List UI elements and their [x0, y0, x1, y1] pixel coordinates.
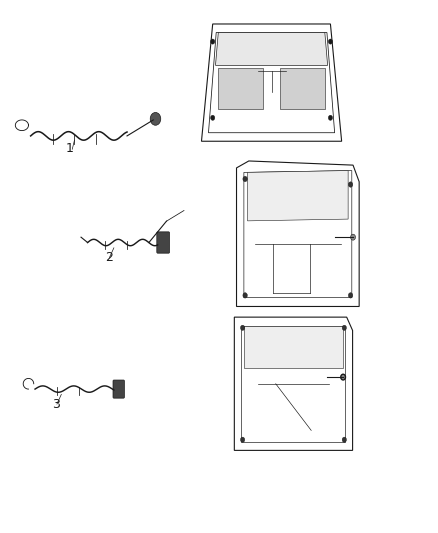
FancyBboxPatch shape	[113, 380, 124, 398]
Polygon shape	[215, 33, 328, 66]
Circle shape	[348, 182, 353, 187]
FancyBboxPatch shape	[157, 232, 170, 253]
Circle shape	[342, 325, 346, 330]
Circle shape	[348, 293, 353, 298]
Circle shape	[350, 234, 356, 240]
Circle shape	[342, 437, 346, 442]
Polygon shape	[247, 171, 348, 221]
Circle shape	[328, 39, 332, 44]
Circle shape	[240, 437, 245, 442]
Circle shape	[211, 115, 215, 120]
Bar	[244, 326, 343, 368]
Text: 3: 3	[53, 398, 60, 411]
Circle shape	[211, 39, 215, 44]
Circle shape	[328, 115, 332, 120]
Circle shape	[150, 112, 161, 125]
Circle shape	[240, 325, 245, 330]
Circle shape	[243, 293, 247, 298]
Circle shape	[243, 176, 247, 182]
Bar	[218, 68, 263, 109]
Text: 2: 2	[105, 251, 113, 264]
Text: 1: 1	[66, 142, 74, 155]
Circle shape	[341, 374, 346, 380]
Bar	[280, 68, 325, 109]
